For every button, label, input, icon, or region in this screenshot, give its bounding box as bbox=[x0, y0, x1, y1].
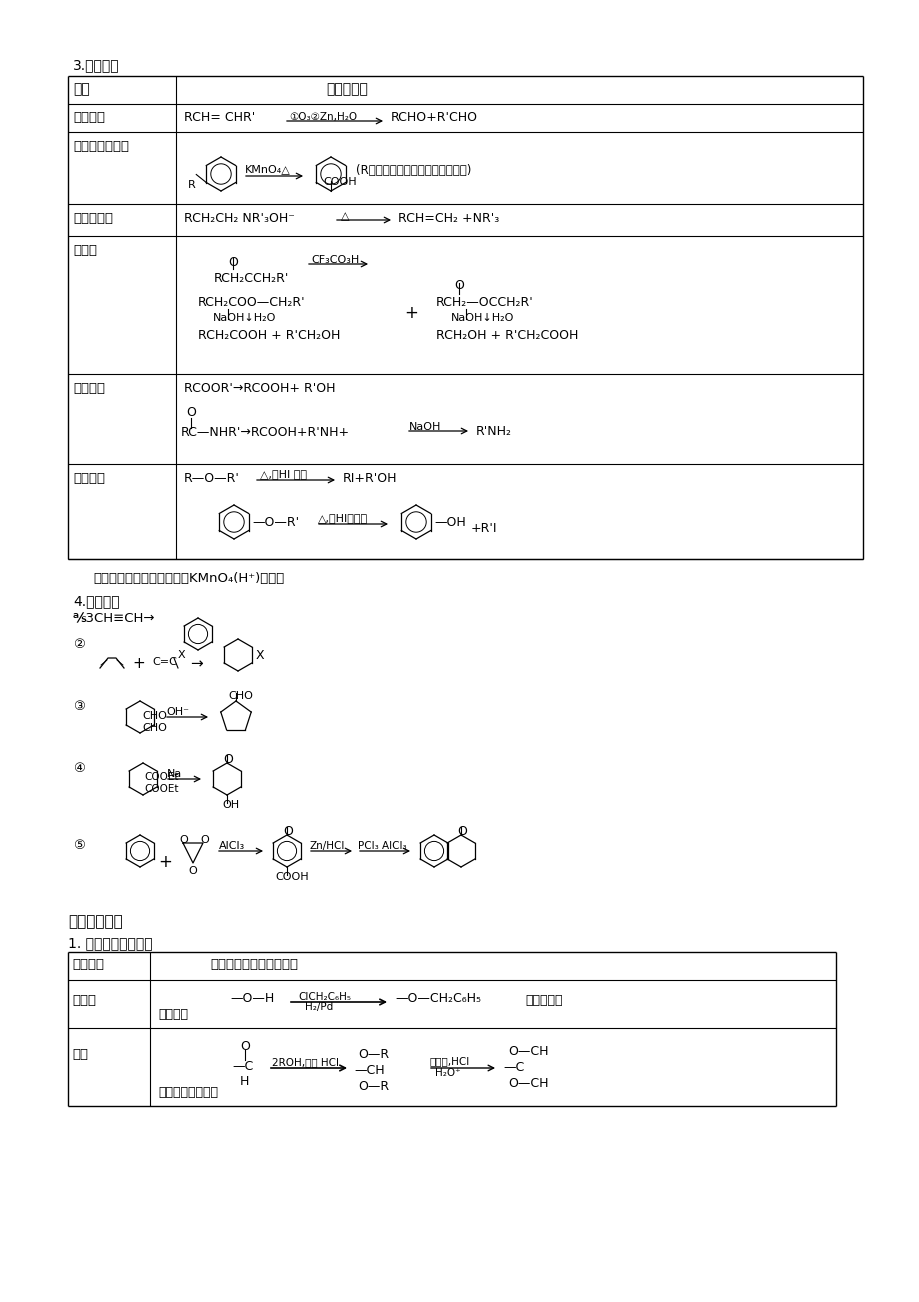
Text: △,浓HI 水溶: △,浓HI 水溶 bbox=[260, 469, 307, 479]
Text: 转化为缩醛或缩酮: 转化为缩醛或缩酮 bbox=[158, 1086, 218, 1099]
Text: O: O bbox=[179, 835, 187, 845]
Text: COOEt: COOEt bbox=[144, 784, 178, 794]
Text: —C: —C bbox=[232, 1060, 253, 1073]
Text: RI+R'OH: RI+R'OH bbox=[343, 473, 397, 486]
Text: Na: Na bbox=[167, 769, 182, 779]
Text: COOH: COOH bbox=[323, 177, 357, 187]
Text: —O—CH₂C₆H₅: —O—CH₂C₆H₅ bbox=[394, 992, 481, 1005]
Text: —O—R': —O—R' bbox=[252, 516, 299, 529]
Text: 三、有机合成: 三、有机合成 bbox=[68, 914, 122, 930]
Text: —O—H: —O—H bbox=[230, 992, 274, 1005]
Text: O: O bbox=[283, 825, 292, 838]
Text: O: O bbox=[222, 753, 233, 766]
Text: O: O bbox=[228, 256, 238, 270]
Text: H: H bbox=[240, 1075, 249, 1088]
Text: NaOH: NaOH bbox=[409, 422, 441, 432]
Text: O—CH: O—CH bbox=[507, 1046, 548, 1059]
Text: RCH₂OH + R'CH₂COOH: RCH₂OH + R'CH₂COOH bbox=[436, 329, 578, 342]
Text: ClCH₂C₆H₅: ClCH₂C₆H₅ bbox=[298, 992, 351, 1003]
Text: O: O bbox=[240, 1040, 250, 1053]
Text: AlCl₃: AlCl₃ bbox=[219, 841, 245, 852]
Text: NaOH↓H₂O: NaOH↓H₂O bbox=[450, 312, 514, 323]
Text: H₂/Pd: H₂/Pd bbox=[305, 1003, 333, 1012]
Text: O: O bbox=[199, 835, 209, 845]
Text: X: X bbox=[255, 648, 265, 661]
Text: +: + bbox=[131, 656, 144, 671]
Text: ℁3CH≡CH→: ℁3CH≡CH→ bbox=[73, 612, 155, 625]
Text: ⑤: ⑤ bbox=[73, 838, 85, 852]
Text: —OH: —OH bbox=[434, 516, 465, 529]
Text: PCl₃ AlCl₃: PCl₃ AlCl₃ bbox=[357, 841, 406, 852]
Text: 名称: 名称 bbox=[73, 82, 90, 96]
Text: RCH₂COO—CH₂R': RCH₂COO—CH₂R' bbox=[198, 296, 305, 309]
Text: →: → bbox=[190, 656, 202, 671]
Text: COOH: COOH bbox=[275, 872, 308, 881]
Text: 水解降解: 水解降解 bbox=[73, 381, 105, 395]
Text: +R'I: +R'I bbox=[471, 522, 497, 535]
Text: RCH₂—OCCH₂R': RCH₂—OCCH₂R' bbox=[436, 296, 533, 309]
Text: —CH: —CH bbox=[354, 1064, 384, 1077]
Text: C=C: C=C bbox=[152, 658, 176, 667]
Text: ①O₃②Zn,H₂O: ①O₃②Zn,H₂O bbox=[289, 112, 357, 122]
Text: RCH₂COOH + R'CH₂OH: RCH₂COOH + R'CH₂OH bbox=[198, 329, 340, 342]
Text: OH: OH bbox=[221, 799, 239, 810]
Text: 转化成醚: 转化成醚 bbox=[158, 1008, 187, 1021]
Text: RC—NHR'→RCOOH+R'NH+: RC—NHR'→RCOOH+R'NH+ bbox=[181, 426, 350, 439]
Text: 4.成环反应: 4.成环反应 bbox=[73, 594, 119, 608]
Text: RCH₂CCH₂R': RCH₂CCH₂R' bbox=[214, 272, 289, 285]
Text: R: R bbox=[188, 181, 196, 190]
Text: 霍夫曼降解: 霍夫曼降解 bbox=[73, 212, 113, 225]
Text: CHO: CHO bbox=[142, 711, 166, 721]
Text: RCH= CHR': RCH= CHR' bbox=[184, 111, 255, 124]
Text: CF₃CO₃H: CF₃CO₃H bbox=[311, 255, 358, 266]
Text: O—R: O—R bbox=[357, 1048, 389, 1061]
Text: 羰基: 羰基 bbox=[72, 1048, 88, 1061]
Text: O: O bbox=[187, 866, 197, 876]
Text: 被保护基: 被保护基 bbox=[72, 958, 104, 971]
Text: CHO: CHO bbox=[142, 723, 166, 733]
Text: (R中与苯环直接相连的碳上必有氢): (R中与苯环直接相连的碳上必有氢) bbox=[356, 164, 471, 177]
Text: △,浓HI水溶液: △,浓HI水溶液 bbox=[318, 513, 368, 523]
Text: NaOH↓H₂O: NaOH↓H₂O bbox=[213, 312, 276, 323]
Text: CHO: CHO bbox=[228, 691, 253, 700]
Text: 醇羟基: 醇羟基 bbox=[72, 993, 96, 1006]
Text: Zn/HCl: Zn/HCl bbox=[310, 841, 345, 852]
Text: O: O bbox=[457, 825, 466, 838]
Text: 酮氧化: 酮氧化 bbox=[73, 243, 96, 256]
Text: 1. 基团的保护与解除: 1. 基团的保护与解除 bbox=[68, 936, 153, 950]
Text: RCH₂CH₂ NR'₃OH⁻: RCH₂CH₂ NR'₃OH⁻ bbox=[184, 212, 295, 225]
Text: 芳香族侧链氧化: 芳香族侧链氧化 bbox=[73, 141, 129, 154]
Text: RCH=CH₂ +NR'₃: RCH=CH₂ +NR'₃ bbox=[398, 212, 499, 225]
Text: 3.降解反应: 3.降解反应 bbox=[73, 59, 119, 72]
Text: +: + bbox=[158, 853, 172, 871]
Text: ④: ④ bbox=[73, 762, 85, 775]
Text: O—CH: O—CH bbox=[507, 1077, 548, 1090]
Text: ②: ② bbox=[73, 638, 85, 651]
Text: 反应方程式: 反应方程式 bbox=[325, 82, 368, 96]
Text: COOEt: COOEt bbox=[144, 772, 178, 783]
Text: △: △ bbox=[341, 211, 349, 221]
Text: R—O—R': R—O—R' bbox=[184, 473, 240, 486]
Text: 乙二醇,HCl: 乙二醇,HCl bbox=[429, 1056, 470, 1066]
Text: RCHO+R'CHO: RCHO+R'CHO bbox=[391, 111, 478, 124]
Text: —C: —C bbox=[503, 1061, 524, 1074]
Text: R'NH₂: R'NH₂ bbox=[475, 424, 512, 437]
Text: 醚的裂解: 醚的裂解 bbox=[73, 473, 105, 486]
Text: O: O bbox=[453, 279, 463, 292]
Text: O—R: O—R bbox=[357, 1079, 389, 1092]
Text: X: X bbox=[177, 650, 186, 660]
Text: 2ROH,无水 HCl: 2ROH,无水 HCl bbox=[272, 1057, 338, 1068]
Text: 还有烯、炔等不饱和烃易被KMnO₄(H⁺)氧化。: 还有烯、炔等不饱和烃易被KMnO₄(H⁺)氧化。 bbox=[93, 572, 284, 585]
Text: KMnO₄△: KMnO₄△ bbox=[244, 164, 290, 174]
Text: O: O bbox=[186, 406, 196, 419]
Text: 或转化为酯: 或转化为酯 bbox=[525, 993, 562, 1006]
Text: OH⁻: OH⁻ bbox=[165, 707, 188, 717]
Text: H₂O⁺: H₂O⁺ bbox=[435, 1068, 460, 1078]
Text: 保护基的引入和解除方法: 保护基的引入和解除方法 bbox=[210, 958, 298, 971]
Text: 臭氧分解: 臭氧分解 bbox=[73, 111, 105, 124]
Text: RCOOR'→RCOOH+ R'OH: RCOOR'→RCOOH+ R'OH bbox=[184, 381, 335, 395]
Text: ③: ③ bbox=[73, 700, 85, 713]
Text: +: + bbox=[403, 303, 417, 322]
